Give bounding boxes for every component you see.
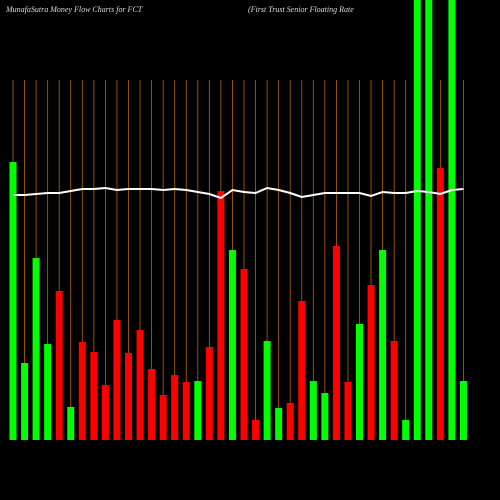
chart-title: MunafaSutra Money Flow Charts for FCT	[5, 5, 143, 14]
bar	[448, 0, 456, 440]
bar	[78, 342, 86, 440]
bar	[101, 385, 109, 440]
bar	[402, 420, 410, 440]
bar	[332, 246, 340, 440]
bar	[9, 162, 17, 440]
bar	[425, 0, 433, 440]
bar	[390, 341, 398, 440]
bar	[344, 382, 352, 440]
bar	[286, 403, 294, 440]
bar	[275, 408, 283, 440]
bar	[298, 301, 306, 440]
bar	[205, 347, 213, 440]
bar	[217, 191, 225, 440]
bar	[67, 407, 75, 440]
bar	[194, 381, 202, 440]
bar	[148, 369, 156, 440]
bar	[125, 353, 132, 440]
bar	[159, 395, 167, 440]
bar	[252, 420, 260, 440]
bar	[228, 250, 236, 440]
bar	[356, 324, 363, 440]
bar	[436, 168, 444, 440]
bar	[240, 269, 248, 440]
bar	[309, 381, 317, 440]
bar	[90, 352, 98, 440]
bar	[263, 341, 271, 440]
bar	[321, 393, 329, 440]
bar	[21, 363, 29, 440]
bar	[379, 250, 387, 440]
bar	[113, 320, 121, 440]
chart-subtitle: (First Trust Senior Floating Rate	[248, 5, 354, 14]
bar	[136, 330, 144, 440]
bar	[367, 285, 375, 440]
bar	[459, 381, 467, 440]
bar	[55, 291, 63, 440]
bar	[182, 382, 190, 440]
bar	[32, 258, 40, 440]
bar	[171, 375, 179, 440]
bar	[44, 344, 52, 440]
money-flow-line	[13, 186, 464, 200]
bar	[413, 0, 421, 440]
